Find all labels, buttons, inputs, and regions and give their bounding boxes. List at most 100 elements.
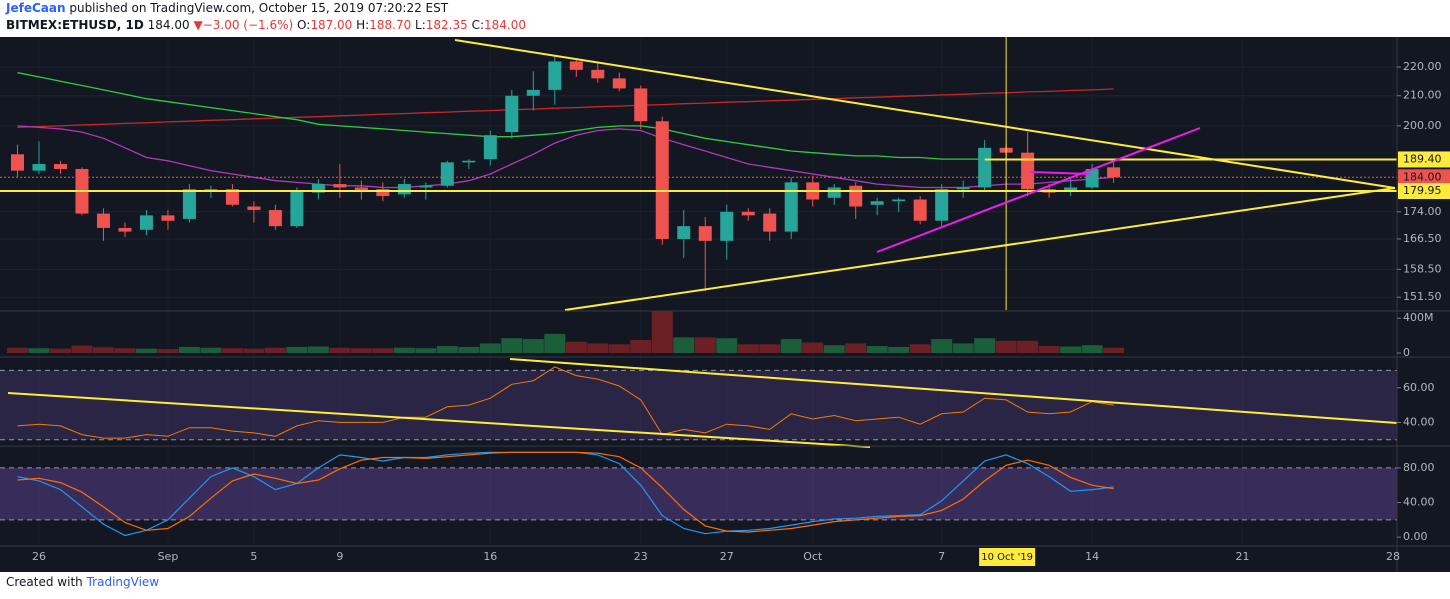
brand[interactable]: TradingView [86,575,160,589]
candle-body [634,88,648,122]
stoch-d-line [17,451,1114,533]
volume-bar [178,346,200,353]
x-tick-label: 7 [938,550,945,563]
x-tick-label: 14 [1085,550,1099,563]
candle-body [612,78,626,89]
ohlc-c-val: 184.00 [484,18,527,32]
candle-body [139,215,153,230]
arrow: ▼ [193,18,203,32]
volume-bar [114,348,136,353]
volume-bar [372,348,394,353]
price-label-bg [1398,169,1450,186]
author[interactable]: JefeCaan [6,1,66,15]
volume-bar [1103,347,1125,353]
candle-body [311,184,325,193]
volume-bar [1060,346,1082,353]
candle-body [96,213,110,228]
candle-body [849,185,863,207]
volume-bar [92,347,114,353]
rsi-line [17,366,1114,439]
candle-body [505,95,519,133]
volume-bar [673,337,695,353]
volume-bar [221,348,243,353]
ohlc-h-val: 188.70 [369,18,412,32]
volume-bar [823,345,845,353]
y-tick-label: 166.50 [1403,232,1442,245]
volume-bar [759,344,781,353]
ohlc-o-val: 187.00 [310,18,353,32]
volume-bar [522,339,544,353]
candle-body [204,189,218,191]
axis-layer: 151.50158.50166.50174.00200.00210.00220.… [0,37,1450,572]
trendline [454,39,1396,189]
volume-bar [694,337,716,353]
x-tick-label: 27 [720,550,734,563]
drawings [7,39,1397,448]
volume-bar [135,348,157,353]
volume-bar [974,338,996,353]
volume-bar [716,338,738,353]
volume-bar [565,341,587,353]
y-tick-label: 0.00 [1403,530,1428,543]
candle-body [720,211,734,241]
last: 184.00 [147,18,190,32]
ohlc-o: O: [297,18,311,32]
candle-body [892,199,906,202]
volume-bar [6,347,28,353]
candle-body [161,215,175,221]
candle-body [268,210,282,227]
volume-bar [458,346,480,353]
volume-bar [888,346,910,353]
crosshair-label: 10 Oct '19 [981,552,1033,563]
volume-bar [479,343,501,353]
trendline [1029,171,1091,175]
candle-body [225,189,239,205]
published: published on TradingView.com, October 15… [69,1,449,15]
candle-body [376,189,390,197]
volume-bar [28,348,50,353]
volume-bar [264,347,286,353]
volume-bar [952,343,974,353]
candle-body [1064,187,1078,191]
candle-body [569,61,583,70]
volume-bar [243,348,265,353]
footer: Created with TradingView [6,575,159,589]
volume-bar [157,349,179,353]
candle-body [978,147,992,188]
trendline [564,187,1396,311]
candle-body [53,164,67,169]
volume-bar [608,344,630,353]
moving-average [17,72,1114,160]
x-tick-label: 9 [336,550,343,563]
price-label: 184.00 [1403,170,1442,183]
volume-bar [1017,340,1039,353]
plot-layer [0,37,1397,537]
candle-body [354,187,368,191]
candle-body [935,189,949,221]
x-tick-label: 21 [1236,550,1250,563]
candle-body [483,135,497,160]
y-tick-label: 158.50 [1403,262,1442,275]
y-tick-label: 0 [1403,346,1410,359]
candle-body [32,164,46,171]
volume-bar [49,348,71,353]
symbol: BITMEX:ETHUSD, 1D [6,18,144,32]
created: Created with [6,575,83,589]
candle-body [827,187,841,198]
volume-bar [780,339,802,353]
volume-bar [931,339,953,353]
y-tick-label: 151.50 [1403,290,1442,303]
candle-body [698,226,712,241]
crosshair-label-bg [979,548,1036,566]
candle-body [419,185,433,188]
x-tick-label: 23 [634,550,648,563]
chart: 151.50158.50166.50174.00200.00210.00220.… [0,37,1450,572]
volume-bar [630,339,652,353]
header: JefeCaan published on TradingView.com, O… [6,0,1446,36]
rsi-trendline [7,392,871,448]
y-tick-label: 40.00 [1403,415,1435,428]
volume-bar [436,346,458,353]
publish-line: JefeCaan published on TradingView.com, O… [6,0,1446,17]
symbol-line: BITMEX:ETHUSD, 1D 184.00 ▼−3.00 (−1.6%) … [6,17,1446,34]
volume-bar [307,346,329,353]
